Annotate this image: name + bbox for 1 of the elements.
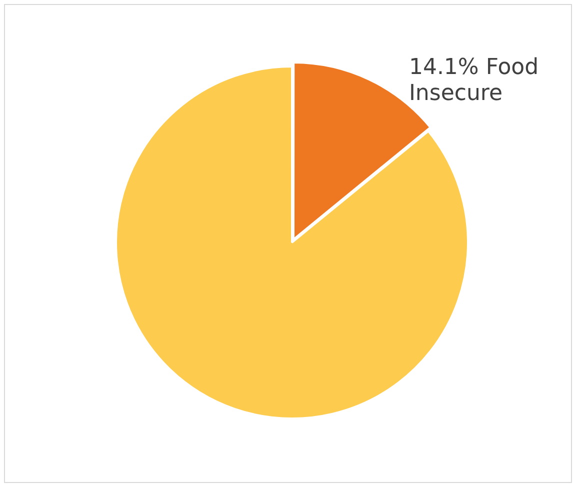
slice-label: 14.1% Food Insecure bbox=[408, 55, 539, 106]
